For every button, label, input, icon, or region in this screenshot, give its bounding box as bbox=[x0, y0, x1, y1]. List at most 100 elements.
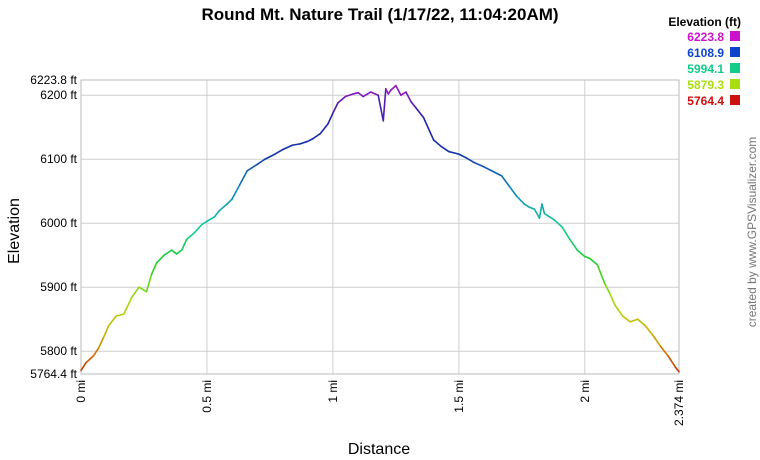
profile-segment bbox=[337, 95, 347, 104]
profile-segment bbox=[538, 203, 543, 219]
profile-segment bbox=[201, 220, 208, 226]
profile-segment bbox=[115, 313, 125, 317]
x-tick-label: 2 mi bbox=[578, 380, 592, 403]
profile-segment bbox=[213, 209, 221, 218]
chart-title: Round Mt. Nature Trail (1/17/22, 11:04:2… bbox=[201, 5, 558, 24]
y-tick-label: 5764.4 ft bbox=[30, 367, 77, 381]
profile-segment bbox=[674, 366, 680, 373]
profile-segment bbox=[327, 112, 334, 125]
x-tick-label: 1 mi bbox=[326, 380, 340, 403]
profile-segment bbox=[377, 94, 385, 122]
profile-segment bbox=[85, 354, 95, 364]
profile-segment bbox=[206, 216, 216, 223]
profile-segment bbox=[473, 161, 485, 168]
legend-swatch bbox=[730, 47, 740, 57]
x-tick-label: 0.5 mi bbox=[200, 380, 214, 413]
profile-segment bbox=[629, 318, 639, 323]
profile-segment bbox=[568, 238, 579, 251]
profile-segment bbox=[465, 157, 475, 164]
profile-segment bbox=[440, 145, 450, 153]
profile-segment bbox=[362, 91, 372, 98]
profile-segment bbox=[422, 116, 435, 141]
profile-segment bbox=[299, 140, 309, 145]
profile-segment bbox=[107, 315, 118, 327]
profile-segment bbox=[170, 249, 178, 255]
y-tick-label: 6200 ft bbox=[40, 88, 77, 102]
legend-value: 6108.9 bbox=[687, 46, 724, 60]
profile-segment bbox=[123, 297, 133, 315]
profile-segment bbox=[644, 324, 654, 337]
profile-segment bbox=[218, 203, 228, 212]
profile-segment bbox=[432, 139, 443, 148]
profile-segment bbox=[92, 347, 100, 357]
profile-segment bbox=[490, 169, 503, 177]
profile-segment bbox=[390, 84, 397, 91]
profile-segment bbox=[543, 212, 551, 218]
profile-segment bbox=[636, 318, 647, 327]
legend-value: 5764.4 bbox=[687, 94, 724, 108]
y-tick-label: 6223.8 ft bbox=[30, 73, 77, 87]
profile-segment bbox=[163, 249, 173, 257]
legend-swatch bbox=[730, 95, 740, 105]
x-tick-labels: 0 mi 0.5 mi 1 mi 1.5 mi 2 mi 2.374 mi bbox=[74, 380, 686, 426]
profile-segment bbox=[400, 91, 407, 97]
legend-value: 5994.1 bbox=[687, 62, 724, 76]
profile-segment bbox=[291, 143, 301, 146]
profile-segment bbox=[576, 249, 586, 258]
profile-segment bbox=[319, 123, 329, 135]
profile-segment bbox=[589, 257, 599, 266]
profile-segment bbox=[102, 324, 110, 338]
profile-segment bbox=[185, 232, 196, 241]
profile-segment bbox=[80, 361, 87, 372]
profile-segment bbox=[553, 219, 563, 228]
profile-segment bbox=[541, 203, 546, 215]
x-tick-label: 0 mi bbox=[74, 380, 88, 403]
y-tick-label: 6000 ft bbox=[40, 216, 77, 230]
legend-value: 6223.8 bbox=[687, 30, 724, 44]
profile-segment bbox=[548, 216, 556, 221]
profile-segment bbox=[246, 163, 259, 172]
legend-swatch bbox=[730, 63, 740, 73]
profile-segment bbox=[395, 84, 402, 97]
profile-segment bbox=[369, 91, 380, 97]
profile-segment bbox=[382, 88, 387, 122]
profile-segment bbox=[238, 169, 249, 186]
profile-segment bbox=[180, 238, 188, 251]
legend: 6223.8 6108.9 5994.1 5879.3 5764.4 bbox=[687, 30, 740, 108]
profile-segment bbox=[561, 226, 571, 241]
x-tick-label: 1.5 mi bbox=[452, 380, 466, 413]
legend-swatch bbox=[730, 79, 740, 89]
profile-segment bbox=[596, 264, 606, 285]
profile-segment bbox=[357, 91, 364, 98]
plot-frame bbox=[80, 79, 680, 375]
profile-segment bbox=[405, 91, 412, 103]
elevation-profile bbox=[80, 84, 680, 373]
profile-segment bbox=[659, 345, 669, 357]
profile-segment bbox=[604, 283, 611, 295]
profile-segment bbox=[311, 132, 322, 140]
profile-segment bbox=[528, 206, 536, 210]
profile-segment bbox=[621, 315, 631, 323]
profile-segment bbox=[145, 273, 153, 293]
profile-segment bbox=[344, 93, 354, 98]
profile-segment bbox=[609, 292, 616, 306]
legend-title: Elevation (ft) bbox=[668, 15, 741, 29]
profile-segment bbox=[138, 286, 148, 293]
profile-segment bbox=[150, 262, 158, 276]
y-tick-label: 5900 ft bbox=[40, 280, 77, 294]
profile-segment bbox=[226, 198, 233, 205]
y-tick-label: 5800 ft bbox=[40, 344, 77, 358]
profile-segment bbox=[231, 184, 241, 200]
profile-segment bbox=[447, 150, 460, 155]
profile-segment bbox=[97, 336, 105, 349]
profile-segment bbox=[332, 102, 339, 114]
profile-segment bbox=[483, 166, 493, 172]
profile-segment bbox=[667, 354, 677, 369]
profile-segment bbox=[533, 208, 541, 219]
legend-value: 5879.3 bbox=[687, 78, 724, 92]
x-tick-label: 2.374 mi bbox=[672, 380, 686, 426]
legend-swatch bbox=[730, 31, 740, 41]
